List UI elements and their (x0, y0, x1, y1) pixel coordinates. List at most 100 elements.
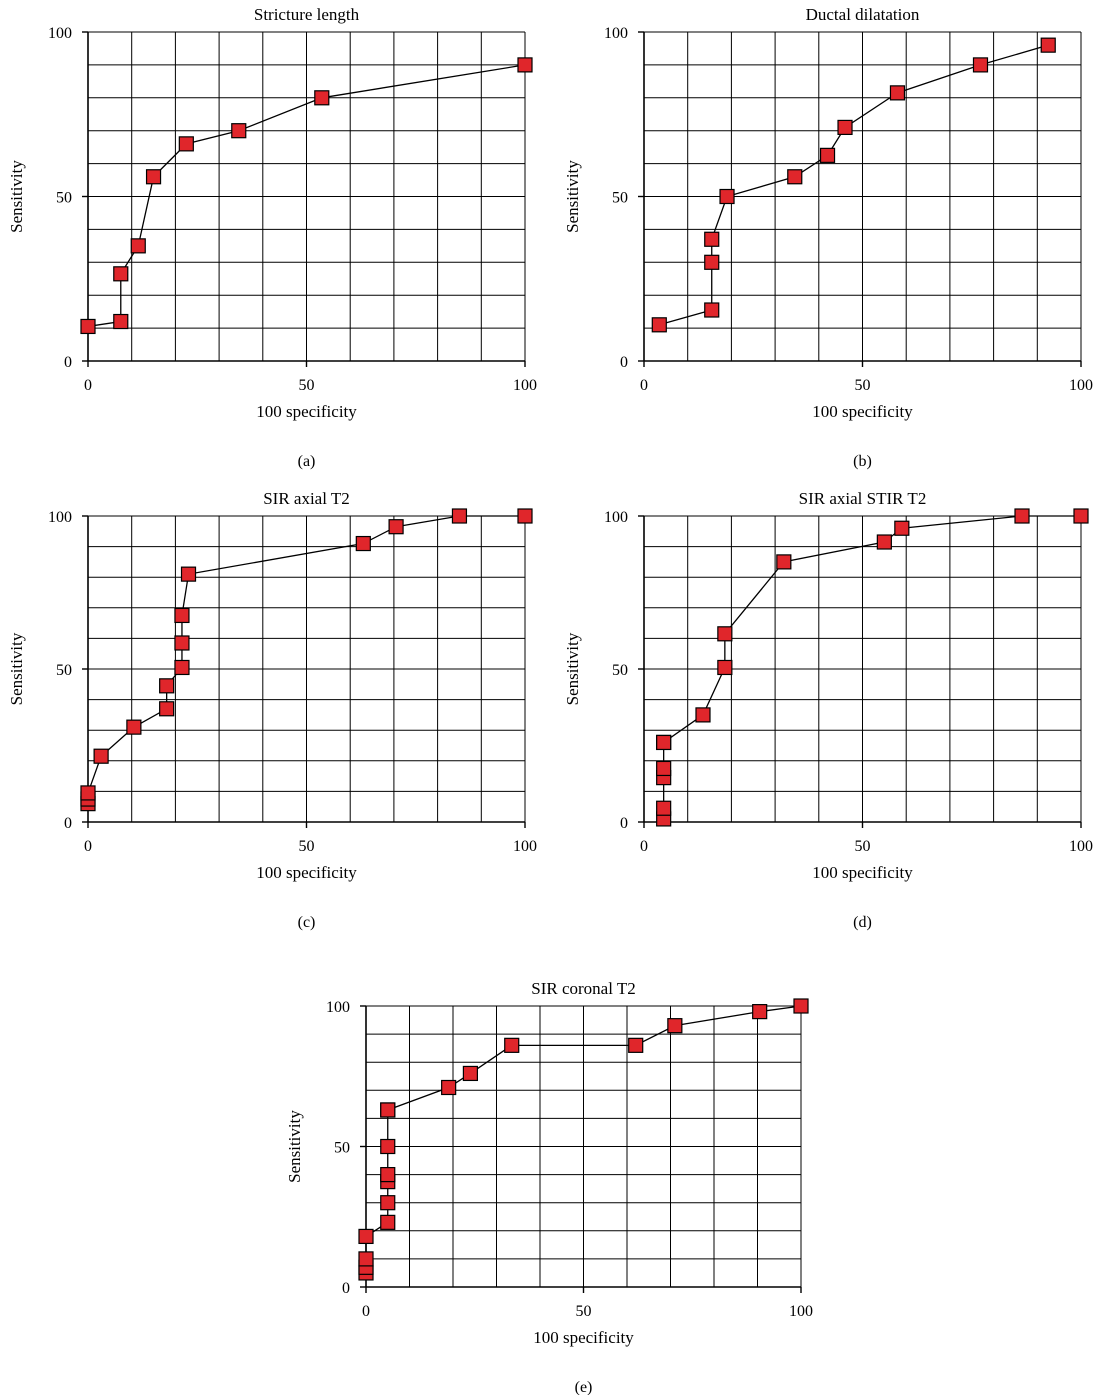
panel-label: (c) (298, 914, 316, 931)
y-tick-label: 0 (342, 1280, 350, 1297)
data-point-marker (656, 760, 672, 777)
data-point-marker (93, 748, 109, 764)
chart-panel: 0 50 100 0 50 100 SIR coronal T2 100 specificit… (285, 979, 813, 1395)
y-tick-label: 100 (48, 25, 72, 42)
data-point-marker (628, 1037, 644, 1053)
x-tick-label: 100 (789, 1303, 813, 1320)
data-point-marker (159, 701, 175, 717)
x-tick-label: 50 (299, 838, 315, 855)
y-axis-label: Sensitivity (563, 632, 582, 705)
x-tick-label: 100 (1069, 377, 1093, 394)
chart-title: Stricture length (254, 5, 360, 24)
data-point-marker (80, 785, 96, 801)
data-point-marker (126, 719, 142, 735)
y-axis-label: Sensitivity (285, 1110, 304, 1183)
y-tick-label: 0 (620, 354, 628, 371)
data-point-marker (231, 123, 247, 139)
data-point-marker (656, 734, 672, 751)
x-axis-label: 100 specificity (256, 402, 357, 421)
y-tick-label: 0 (64, 354, 72, 371)
panel-label: (e) (575, 1379, 593, 1395)
x-tick-label: 0 (640, 838, 648, 855)
x-tick-label: 100 (1069, 838, 1093, 855)
panel-label: (d) (853, 914, 872, 931)
data-point-marker (504, 1037, 520, 1053)
data-point-marker (656, 800, 672, 816)
chart-panel: 0 50 100 0 50 100 Stricture length 100 specific… (7, 5, 537, 470)
data-point-marker (894, 520, 910, 536)
data-point-marker (159, 678, 175, 694)
data-point-marker (355, 535, 371, 552)
data-point-marker (1073, 508, 1089, 524)
chart-title: Ductal dilatation (806, 5, 920, 24)
data-point-marker (314, 90, 330, 106)
data-point-marker (787, 169, 803, 185)
data-point-marker (80, 318, 96, 335)
chart-title: SIR axial STIR T2 (799, 489, 927, 508)
y-tick-label: 50 (612, 662, 628, 679)
y-axis-label: Sensitivity (563, 160, 582, 233)
data-point-marker (380, 1166, 396, 1183)
data-point-marker (704, 231, 720, 247)
data-point-marker (837, 119, 853, 136)
data-point-marker (441, 1079, 457, 1096)
x-tick-label: 0 (84, 377, 92, 394)
data-point-marker (462, 1065, 478, 1082)
chart-title: SIR coronal T2 (531, 979, 636, 998)
data-point-marker (719, 188, 735, 205)
data-point-marker (517, 508, 533, 524)
x-axis-label: 100 specificity (533, 1328, 634, 1347)
y-tick-label: 50 (56, 190, 72, 207)
y-tick-label: 100 (48, 509, 72, 526)
y-tick-label: 100 (604, 509, 628, 526)
data-point-marker (174, 635, 190, 651)
data-point-marker (819, 147, 836, 163)
x-tick-label: 100 (513, 377, 537, 394)
x-tick-label: 0 (362, 1303, 370, 1320)
panel-label: (b) (853, 453, 872, 470)
chart-panel: 0 50 100 0 50 100 SIR axial T2 100 specificity S… (7, 489, 537, 931)
data-point-marker (113, 266, 129, 282)
y-tick-label: 50 (334, 1140, 350, 1157)
data-point-marker (651, 317, 667, 333)
x-axis-label: 100 specificity (812, 402, 913, 421)
data-point-marker (380, 1214, 396, 1230)
data-point-marker (717, 626, 733, 642)
y-tick-label: 100 (604, 25, 628, 42)
y-tick-label: 50 (612, 190, 628, 207)
panel-label: (a) (298, 453, 316, 470)
data-point-marker (174, 607, 190, 624)
data-point-marker (174, 659, 190, 676)
y-axis-label: Sensitivity (7, 160, 26, 233)
data-point-marker (793, 998, 809, 1014)
y-tick-label: 0 (620, 815, 628, 832)
data-point-marker (717, 659, 733, 676)
x-axis-label: 100 specificity (256, 863, 357, 882)
data-point-marker (704, 302, 720, 318)
chart-panel: 0 50 100 0 50 100 SIR axial STIR T2 100 specifi… (563, 489, 1093, 931)
roc-curve-line (659, 44, 1049, 326)
x-tick-label: 100 (513, 838, 537, 855)
data-point-marker (752, 1004, 768, 1020)
chart-title: SIR axial T2 (263, 489, 350, 508)
data-point-marker (451, 508, 468, 524)
x-tick-label: 50 (576, 1303, 592, 1320)
data-point-marker (113, 313, 129, 330)
data-point-marker (667, 1018, 683, 1034)
data-point-marker (972, 57, 989, 73)
data-point-marker (380, 1102, 396, 1118)
data-point-marker (776, 554, 792, 570)
data-point-marker (704, 254, 720, 270)
x-tick-label: 50 (855, 377, 871, 394)
y-tick-label: 50 (56, 662, 72, 679)
y-tick-label: 100 (326, 999, 350, 1016)
data-point-marker (145, 169, 162, 185)
data-point-marker (358, 1251, 374, 1267)
data-point-marker (876, 534, 892, 550)
x-tick-label: 50 (855, 838, 871, 855)
y-axis-label: Sensitivity (7, 632, 26, 705)
y-tick-label: 0 (64, 815, 72, 832)
data-point-marker (695, 707, 711, 723)
data-point-marker (380, 1138, 396, 1155)
